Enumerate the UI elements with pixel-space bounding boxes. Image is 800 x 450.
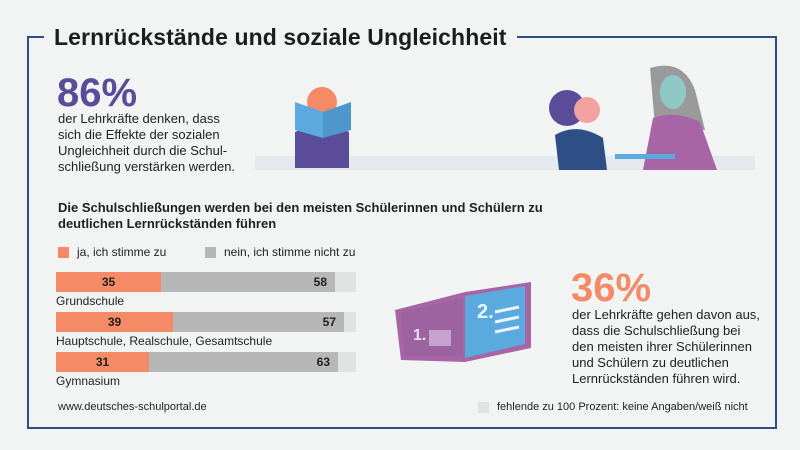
category-label: Hauptschule, Realschule, Gesamtschule xyxy=(56,334,273,348)
page-line xyxy=(494,315,520,324)
stat-36-line: den meisten ihrer Schülerinnen xyxy=(572,339,752,354)
category-label: Grundschule xyxy=(56,294,125,308)
legend-label-yes: ja, ich stimme zu xyxy=(77,245,167,259)
stat-36-line: und Schülern zu deutlichen xyxy=(572,355,729,370)
chart-title: Die Schulschließungen werden bei den mei… xyxy=(58,200,543,231)
bar-remainder xyxy=(335,272,356,292)
title-box: Lernrückstände und soziale Ungleichheit xyxy=(44,20,517,54)
stat-36-line: dass die Schulschließung bei xyxy=(572,323,741,338)
remainder-label: fehlende zu 100 Prozent: keine Angaben/w… xyxy=(497,401,748,413)
source-link[interactable]: www.deutsches-schulportal.de xyxy=(58,401,207,413)
bar-remainder xyxy=(338,352,356,372)
reading-child-illustration xyxy=(295,87,351,168)
legend-swatch-no xyxy=(205,246,216,258)
stat-86-line: der Lehrkräfte denken, dass xyxy=(58,111,220,126)
bar-row: 39 57 xyxy=(56,312,356,332)
stat-86-line: sich die Effekte der sozialen xyxy=(58,127,220,142)
page-title: Lernrückstände und soziale Ungleichheit xyxy=(54,23,507,50)
stat-36-line: der Lehrkräfte gehen davon aus, xyxy=(572,307,760,322)
page-line xyxy=(494,325,520,334)
page-line xyxy=(494,305,520,314)
bar-yes: 39 xyxy=(56,312,173,332)
stat-86-line: schließung verstärken werden. xyxy=(58,159,236,174)
stat-86-text: der Lehrkräfte denken, dass sich die Eff… xyxy=(58,111,258,175)
stat-36-line: Lernrückständen führen wird. xyxy=(572,371,741,386)
workbook-illustration: 1. 2. xyxy=(395,282,531,362)
student-illustration xyxy=(549,90,607,170)
legend-label-no: nein, ich stimme nicht zu xyxy=(224,245,356,259)
bar-yes: 31 xyxy=(56,352,149,372)
table-surface xyxy=(255,156,755,170)
bar-no: 58 xyxy=(161,272,335,292)
bar-no: 57 xyxy=(173,312,344,332)
bar-yes: 35 xyxy=(56,272,161,292)
stat-36-value: 36% xyxy=(571,266,652,310)
stat-86-line: Ungleichheit durch die Schul- xyxy=(58,143,228,158)
bar-no: 63 xyxy=(149,352,338,372)
bar-remainder xyxy=(344,312,356,332)
remainder-note: fehlende zu 100 Prozent: keine Angaben/w… xyxy=(478,401,748,413)
category-label: Gymnasium xyxy=(56,374,121,388)
legend-yes: ja, ich stimme zu xyxy=(58,245,166,259)
bar-row: 35 58 xyxy=(56,272,356,292)
classroom-illustration xyxy=(255,65,755,170)
page-number-2: 2. xyxy=(477,301,494,323)
stat-86-value: 86% xyxy=(57,71,138,115)
page-box xyxy=(429,330,451,346)
page-number-1: 1. xyxy=(413,327,426,344)
teacher-illustration xyxy=(615,65,717,170)
legend-no: nein, ich stimme nicht zu xyxy=(205,245,355,259)
legend-swatch-yes xyxy=(58,246,69,258)
bar-row: 31 63 xyxy=(56,352,356,372)
legend-swatch-na xyxy=(478,401,489,413)
stat-36-text: der Lehrkräfte gehen davon aus, dass die… xyxy=(572,307,772,387)
